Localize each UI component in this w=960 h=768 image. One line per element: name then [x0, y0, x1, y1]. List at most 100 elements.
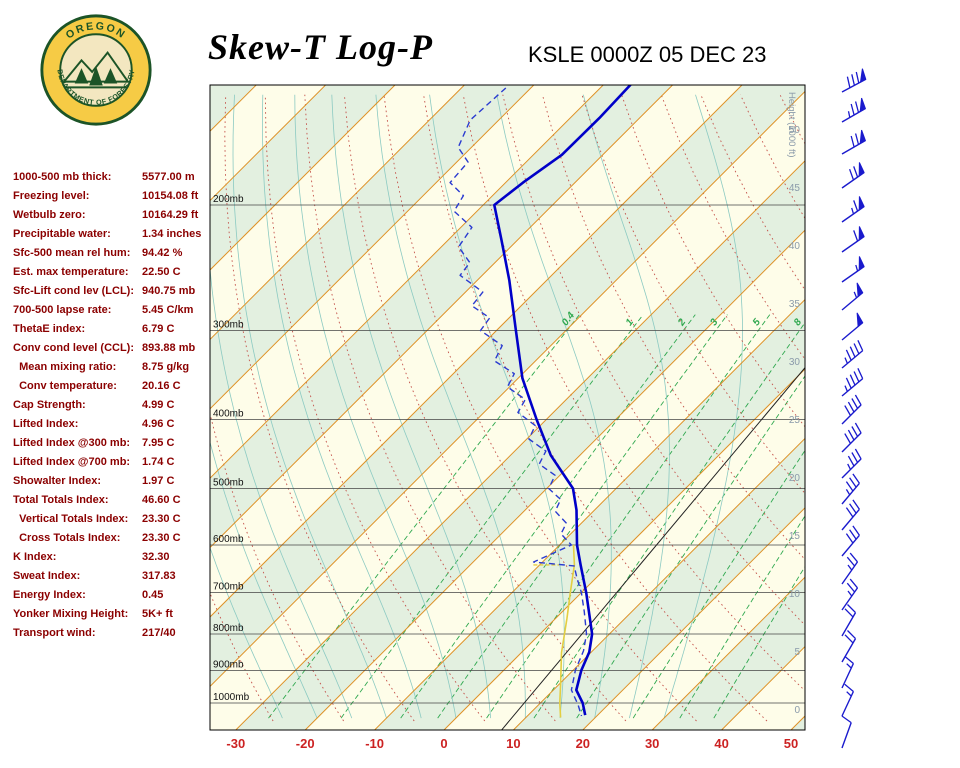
index-row: Mean mixing ratio: 8.75 g/kg — [13, 358, 213, 377]
dewpoint-profile-line — [449, 87, 588, 717]
logo-mountain — [62, 50, 130, 83]
index-label: Lifted Index @700 mb: — [13, 456, 131, 468]
station-label: KSLE 0000Z 05 DEC 23 — [528, 42, 767, 67]
wind-barb — [841, 196, 865, 223]
index-label: Lifted Index @300 mb: — [13, 437, 131, 449]
index-row: Showalter Index: 1.97 C — [13, 472, 213, 491]
wind-barb — [841, 162, 865, 189]
wind-barb — [841, 552, 859, 585]
parcel-trace-line — [558, 544, 576, 718]
wind-barb — [841, 499, 860, 531]
temperature-profile-line — [493, 85, 633, 716]
logo-tree-icon — [89, 66, 103, 86]
svg-text:10: 10 — [506, 736, 520, 751]
svg-text:25: 25 — [789, 415, 801, 426]
index-label: Sfc-500 mean rel hum: — [13, 247, 131, 259]
svg-text:5: 5 — [751, 317, 763, 328]
index-row: Wetbulb zero: 10164.29 ft — [13, 206, 213, 225]
svg-text:8: 8 — [792, 317, 804, 328]
page-title: Skew-T Log-P — [208, 27, 433, 67]
index-row: Cross Totals Index: 23.30 C — [13, 529, 213, 548]
index-label: Total Totals Index: — [13, 494, 109, 506]
index-value: 94.42 % — [142, 247, 183, 259]
index-row: Lifted Index @700 mb: 1.74 C — [13, 453, 213, 472]
svg-text:-30: -30 — [226, 736, 245, 751]
svg-text:-20: -20 — [296, 736, 315, 751]
svg-text:50: 50 — [789, 125, 801, 136]
index-row: Freezing level: 10154.08 ft — [13, 187, 213, 206]
index-row: ThetaE index: 6.79 C — [13, 320, 213, 339]
isobars — [210, 204, 805, 704]
wind-barb — [841, 282, 864, 311]
index-value: 1.97 C — [142, 475, 175, 487]
index-value: 10154.08 ft — [142, 190, 199, 202]
index-value: 46.60 C — [142, 494, 181, 506]
index-row: Conv temperature: 20.16 C — [13, 377, 213, 396]
svg-text:0: 0 — [440, 736, 447, 751]
wind-barb — [841, 604, 857, 637]
plot-area — [210, 85, 805, 730]
svg-text:1000mb: 1000mb — [213, 692, 250, 703]
index-value: 217/40 — [142, 627, 176, 639]
index-label: Sfc-Lift cond lev (LCL): — [13, 285, 134, 297]
index-label: Cross Totals Index: — [13, 532, 121, 544]
wind-barb — [841, 655, 855, 689]
wind-barb — [841, 630, 857, 663]
height-axis-labels: 0 5 10 15 20 25 30 35 40 45 50 — [789, 125, 801, 716]
index-value: 23.30 C — [142, 532, 181, 544]
index-label: Sweat Index: — [13, 570, 81, 582]
index-label: Conv temperature: — [13, 380, 117, 392]
wind-barb — [841, 578, 859, 611]
index-label: Showalter Index: — [13, 475, 102, 487]
index-value: 4.99 C — [142, 399, 175, 411]
index-value: 5577.00 m — [142, 171, 195, 183]
height-axis-title: Height (1000 ft) — [786, 92, 797, 157]
svg-text:600mb: 600mb — [213, 534, 244, 545]
svg-text:3: 3 — [708, 317, 720, 328]
index-row: Total Totals Index: 46.60 C — [13, 491, 213, 510]
index-row: Sfc-Lift cond lev (LCL): 940.75 mb — [13, 282, 213, 301]
svg-text:50: 50 — [784, 736, 798, 751]
index-row: Transport wind: 217/40 — [13, 624, 213, 643]
index-label: Yonker Mixing Height: — [13, 608, 129, 620]
wind-barb — [841, 422, 862, 453]
index-value: 1.74 C — [142, 456, 175, 468]
svg-text:400mb: 400mb — [213, 409, 244, 420]
index-row: Est. max temperature: 22.50 C — [13, 263, 213, 282]
wind-barb-column — [841, 68, 867, 749]
index-row: Yonker Mixing Height: 5K+ ft — [13, 605, 213, 624]
index-row: Lifted Index @300 mb: 7.95 C — [13, 434, 213, 453]
index-value: 317.83 — [142, 570, 176, 582]
wind-barb — [841, 97, 867, 123]
plot-frame — [209, 84, 806, 731]
index-label: Precipitable water: — [13, 228, 111, 240]
pressure-axis-labels: 200mb 300mb 400mb 500mb 600mb 700mb 800mb 900mb… — [213, 194, 250, 703]
svg-text:-10: -10 — [365, 736, 384, 751]
wind-barb — [841, 68, 867, 93]
svg-text:1: 1 — [624, 317, 636, 328]
svg-text:900mb: 900mb — [213, 659, 244, 670]
index-value: 5K+ ft — [142, 608, 173, 620]
index-label: Energy Index: — [13, 589, 86, 601]
index-value: 893.88 mb — [142, 342, 196, 354]
wind-barb — [841, 394, 862, 425]
wind-barb — [841, 340, 864, 369]
svg-text:15: 15 — [789, 531, 801, 542]
index-row: Precipitable water: 1.34 inches — [13, 225, 213, 244]
index-row: Sweat Index: 317.83 — [13, 567, 213, 586]
index-value: 6.79 C — [142, 323, 175, 335]
index-label: Lifted Index: — [13, 418, 79, 430]
svg-text:700mb: 700mb — [213, 582, 244, 593]
wind-barb — [841, 368, 864, 397]
index-label: Cap Strength: — [13, 399, 86, 411]
moist-adiabats — [210, 94, 743, 719]
svg-text:40: 40 — [789, 241, 801, 252]
temperature-axis-labels: -30 -20 -10 0 10 20 30 40 50 — [226, 736, 798, 751]
index-label: Est. max temperature: — [13, 266, 129, 278]
index-row: Lifted Index: 4.96 C — [13, 415, 213, 434]
index-value: 0.45 — [142, 589, 164, 601]
index-row: 700-500 lapse rate: 5.45 C/km — [13, 301, 213, 320]
index-value: 8.75 g/kg — [142, 361, 190, 373]
wind-barb — [841, 473, 860, 505]
svg-text:35: 35 — [789, 299, 801, 310]
